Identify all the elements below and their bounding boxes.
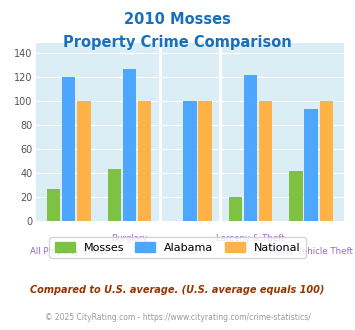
Text: Arson: Arson [178, 248, 202, 256]
Text: 2010 Mosses: 2010 Mosses [124, 12, 231, 26]
Bar [304, 109, 318, 221]
Text: © 2025 CityRating.com - https://www.cityrating.com/crime-statistics/: © 2025 CityRating.com - https://www.city… [45, 314, 310, 322]
Bar [138, 101, 151, 221]
Text: Motor Vehicle Theft: Motor Vehicle Theft [269, 248, 353, 256]
Bar [123, 69, 136, 221]
Bar [259, 101, 272, 221]
Text: Burglary: Burglary [111, 234, 148, 243]
Bar [229, 197, 242, 221]
Bar [62, 77, 76, 221]
Text: Compared to U.S. average. (U.S. average equals 100): Compared to U.S. average. (U.S. average … [30, 285, 325, 295]
Bar [77, 101, 91, 221]
Bar [244, 76, 257, 221]
Text: All Property Crime: All Property Crime [30, 248, 108, 256]
Legend: Mosses, Alabama, National: Mosses, Alabama, National [49, 237, 306, 258]
Bar [289, 171, 302, 221]
Text: Larceny & Theft: Larceny & Theft [216, 234, 285, 243]
Bar [47, 188, 60, 221]
Bar [198, 101, 212, 221]
Text: Property Crime Comparison: Property Crime Comparison [63, 35, 292, 50]
Bar [183, 101, 197, 221]
Bar [108, 169, 121, 221]
Bar [320, 101, 333, 221]
